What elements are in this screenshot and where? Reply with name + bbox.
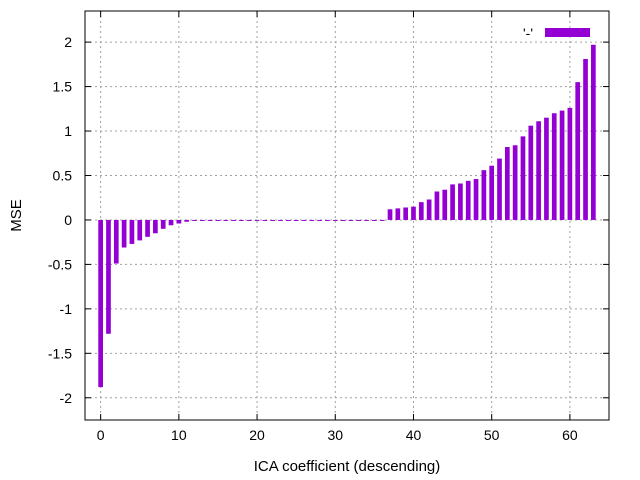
bar xyxy=(317,219,322,221)
x-tick-label: 0 xyxy=(97,427,105,443)
bar xyxy=(395,208,401,220)
y-tick-label: 1.5 xyxy=(53,79,73,95)
bar xyxy=(285,219,291,221)
bar xyxy=(301,219,307,221)
bar xyxy=(348,219,354,221)
bar xyxy=(356,219,362,221)
y-tick-label: 1 xyxy=(64,123,72,139)
bar xyxy=(129,219,135,244)
bar xyxy=(512,145,518,220)
bar xyxy=(98,219,103,388)
bar xyxy=(192,219,197,221)
bar xyxy=(450,184,455,220)
bar xyxy=(481,170,487,220)
bar xyxy=(262,219,268,221)
bar xyxy=(497,158,502,220)
bar xyxy=(106,219,111,334)
bar xyxy=(403,207,409,220)
bar xyxy=(309,219,315,221)
y-tick-label: -1 xyxy=(60,301,73,317)
bar xyxy=(137,219,143,241)
bar xyxy=(246,219,252,221)
bar xyxy=(544,117,549,220)
bar xyxy=(160,219,166,229)
bar xyxy=(426,199,432,220)
y-tick-label: 0.5 xyxy=(53,167,73,183)
bar xyxy=(583,59,588,220)
bar xyxy=(231,219,236,221)
bar xyxy=(239,219,244,221)
legend-label: '-' xyxy=(523,25,533,41)
bar xyxy=(551,113,557,220)
legend-swatch xyxy=(545,28,590,37)
bar xyxy=(278,219,283,221)
bar xyxy=(270,219,276,221)
bar xyxy=(113,219,119,264)
y-axis-label: MSE xyxy=(8,199,25,232)
bar xyxy=(520,136,526,220)
bar xyxy=(411,206,416,220)
y-tick-label: -2 xyxy=(60,390,73,406)
x-tick-label: 30 xyxy=(327,427,343,443)
bar xyxy=(567,107,573,220)
x-tick-label: 60 xyxy=(562,427,578,443)
bar xyxy=(372,219,377,221)
bar xyxy=(489,165,495,220)
plot-frame xyxy=(84,10,610,421)
bar xyxy=(458,183,463,220)
x-tick-label: 50 xyxy=(484,427,500,443)
bar xyxy=(364,219,369,221)
x-axis-label: ICA coefficient (descending) xyxy=(254,458,441,475)
bar xyxy=(465,180,471,220)
bar xyxy=(207,219,213,221)
bar xyxy=(528,125,534,220)
bar xyxy=(215,219,221,221)
bar xyxy=(473,179,479,220)
x-tick-label: 20 xyxy=(249,427,265,443)
bar xyxy=(168,219,174,226)
bar xyxy=(575,82,581,220)
bar xyxy=(591,44,596,220)
legend: '-' xyxy=(523,25,590,41)
bar xyxy=(153,219,158,234)
y-tick-label: -1.5 xyxy=(48,345,72,361)
y-tick-label: 2 xyxy=(64,34,72,50)
bar xyxy=(184,219,190,222)
x-axis: 0 10 20 30 40 50 60 xyxy=(97,11,578,443)
bar xyxy=(254,219,260,221)
bar xyxy=(325,219,330,221)
bar xyxy=(145,219,150,237)
bar xyxy=(559,110,565,220)
y-tick-label: -0.5 xyxy=(48,256,72,272)
bar xyxy=(387,209,393,220)
bar xyxy=(504,147,510,220)
bar xyxy=(199,219,205,221)
bar xyxy=(293,219,299,221)
bar xyxy=(379,219,385,221)
bar xyxy=(176,219,182,224)
bar xyxy=(536,121,541,220)
bar xyxy=(434,191,440,220)
bar xyxy=(340,219,346,221)
bar xyxy=(442,189,448,220)
y-axis: -2 -1.5 -1 -0.5 0 0.5 1 1.5 2 xyxy=(48,34,609,406)
bar xyxy=(418,202,424,220)
bar xyxy=(332,219,338,221)
bar xyxy=(121,219,127,248)
y-tick-label: 0 xyxy=(64,212,72,228)
x-tick-label: 10 xyxy=(171,427,187,443)
x-tick-label: 40 xyxy=(406,427,422,443)
bar-series xyxy=(98,44,596,388)
bar xyxy=(223,219,229,221)
